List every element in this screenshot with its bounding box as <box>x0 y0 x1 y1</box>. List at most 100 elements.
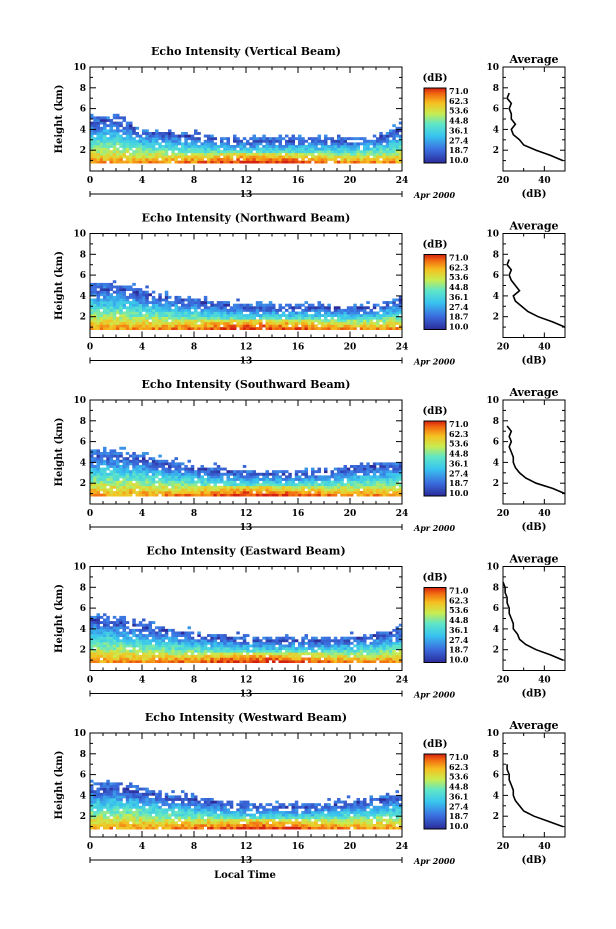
heatmap-cell <box>125 132 130 135</box>
heatmap-cell <box>281 636 286 640</box>
heatmap-cell <box>177 295 182 299</box>
heatmap-cell <box>252 155 256 159</box>
heatmap-cell <box>356 308 360 312</box>
heatmap-cell <box>327 150 331 154</box>
heatmap-cell <box>294 470 299 474</box>
heatmap-cell <box>379 657 383 661</box>
heatmap-cell <box>298 654 302 658</box>
profile-y-tick-label: 10 <box>486 396 499 406</box>
heatmap-cell <box>385 478 390 481</box>
heatmap-cell <box>340 478 344 481</box>
heatmap-cell <box>353 483 357 487</box>
heatmap-cell <box>320 491 325 494</box>
heatmap-cell <box>171 155 175 159</box>
heatmap-cell <box>174 470 178 474</box>
heatmap-cell <box>164 660 169 663</box>
heatmap-cell <box>161 465 165 468</box>
heatmap-cell <box>236 488 240 492</box>
heatmap-cell <box>109 150 113 154</box>
heatmap-cell <box>200 636 204 640</box>
heatmap-cell <box>151 488 156 492</box>
heatmap-cell <box>359 324 364 328</box>
heatmap-cell <box>272 306 276 310</box>
heatmap-cell <box>158 150 162 154</box>
heatmap-cell <box>200 319 204 323</box>
heatmap-cell <box>337 660 341 663</box>
heatmap-cell <box>340 327 344 330</box>
heatmap-cell <box>369 319 373 323</box>
heatmap-cell <box>145 145 149 148</box>
heatmap-cell <box>285 134 289 138</box>
heatmap-cell <box>398 657 403 661</box>
heatmap-cell <box>106 311 110 315</box>
heatmap-cell <box>125 160 130 164</box>
heatmap-cell <box>262 324 266 328</box>
heatmap-cell <box>164 316 169 320</box>
heatmap-cell <box>265 314 269 317</box>
heatmap-cell <box>109 652 113 656</box>
heatmap-cell <box>327 311 331 315</box>
heatmap-cell <box>207 160 211 164</box>
heatmap-cell <box>233 636 237 640</box>
heatmap-cell <box>190 636 195 640</box>
heatmap-cell <box>145 290 149 294</box>
heatmap-cell <box>171 152 175 156</box>
heatmap-cell <box>148 327 152 330</box>
heatmap-cell <box>356 480 360 484</box>
heatmap-cell <box>294 321 299 325</box>
heatmap-cell <box>320 649 325 653</box>
heatmap-cell <box>116 488 120 492</box>
heatmap-cell <box>112 158 117 161</box>
heatmap-cell <box>164 142 169 146</box>
heatmap-cell <box>330 472 334 476</box>
profile-line <box>506 425 566 495</box>
x-tick-label: 4 <box>139 509 145 519</box>
heatmap-cell <box>99 319 104 323</box>
heatmap-cell <box>223 145 227 148</box>
heatmap-cell <box>194 644 198 648</box>
heatmap-cell <box>197 485 201 489</box>
heatmap-cell <box>301 470 305 474</box>
heatmap-cell <box>337 306 341 310</box>
heatmap-cell <box>184 491 188 494</box>
heatmap-cell <box>158 134 162 138</box>
heatmap-cell <box>138 623 143 627</box>
heatmap-cell <box>246 660 250 663</box>
heatmap-cell <box>125 139 130 143</box>
heatmap-cell <box>268 639 273 643</box>
heatmap-cell <box>262 493 266 497</box>
heatmap-cell <box>369 158 373 161</box>
heatmap-cell <box>194 488 198 492</box>
heatmap-cell <box>161 654 165 658</box>
heatmap-cell <box>122 142 126 146</box>
heatmap-cell <box>249 485 253 489</box>
heatmap-cell <box>132 652 136 656</box>
heatmap-cell <box>294 160 299 164</box>
heatmap-cell <box>229 321 234 325</box>
heatmap-cell <box>197 324 201 328</box>
heatmap-cell <box>112 285 117 289</box>
heatmap-cell <box>99 483 104 487</box>
heatmap-cell <box>168 654 172 658</box>
heatmap-cell <box>171 462 175 466</box>
heatmap-cell <box>135 301 139 304</box>
heatmap-cell <box>106 649 110 653</box>
heatmap-cell <box>249 319 253 323</box>
heatmap-cell <box>275 137 279 141</box>
heatmap-cell <box>395 462 399 466</box>
heatmap-cell <box>369 652 373 656</box>
heatmap-cell <box>268 314 273 317</box>
heatmap-cell <box>203 493 208 497</box>
heatmap-cell <box>151 137 156 141</box>
heatmap-cell <box>210 480 214 484</box>
heatmap-cell <box>197 327 201 330</box>
heatmap-cell <box>294 485 299 489</box>
heatmap-cell <box>288 657 292 661</box>
heatmap-cell <box>359 316 364 320</box>
heatmap-cell <box>158 152 162 156</box>
heatmap-cell <box>116 290 120 294</box>
heatmap-cell <box>125 457 130 461</box>
heatmap-cell <box>119 142 123 146</box>
heatmap-cell <box>200 316 204 320</box>
heatmap-cell <box>229 644 234 648</box>
